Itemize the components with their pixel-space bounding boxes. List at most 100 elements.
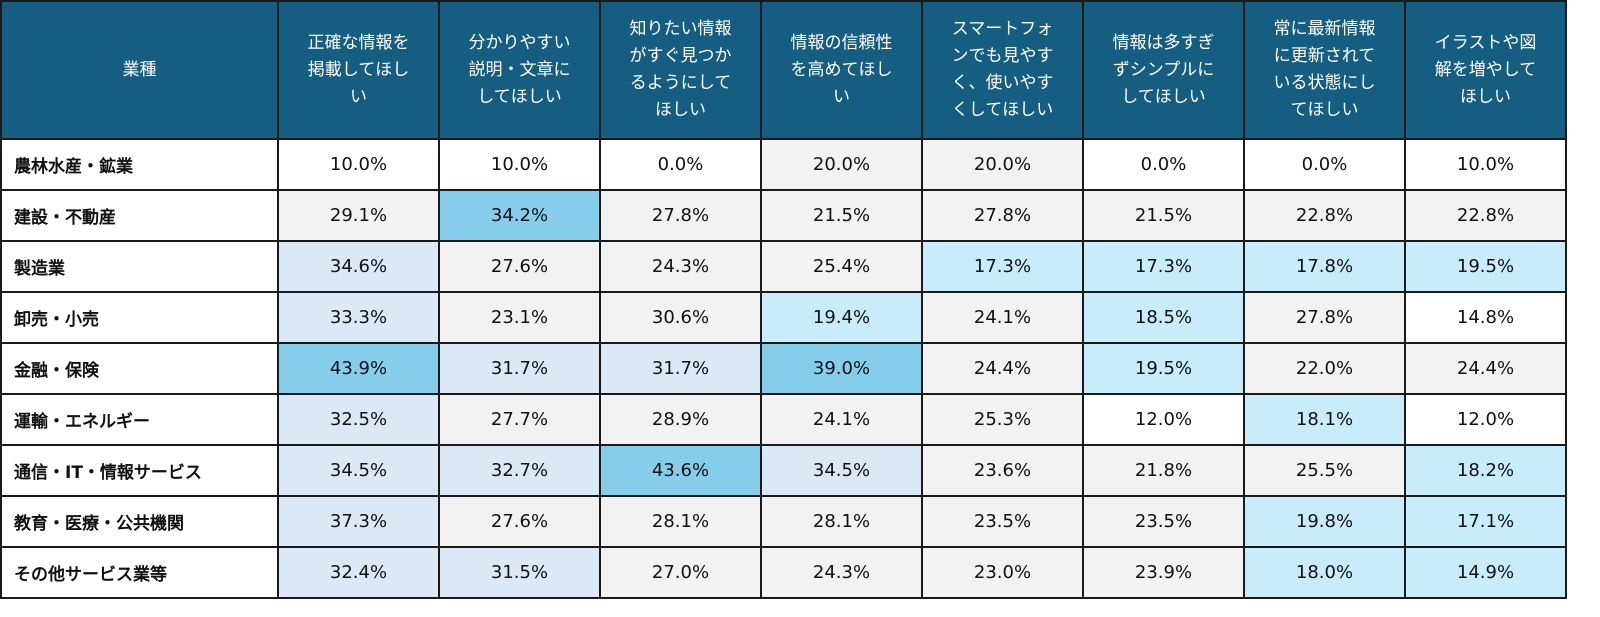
column-header: 正確な情報を 掲載してほしい [277,0,440,140]
table-row: その他サービス業等 32.4% 31.5% 27.0% 24.3% 23.0% 23.9% 1… [0,546,1567,599]
value-cell: 24.1% [760,393,923,446]
value-cell: 23.9% [1082,546,1245,599]
value-cell: 18.1% [1243,393,1406,446]
column-header-line: ずシンプルに [1112,59,1215,80]
value-cell: 32.5% [277,393,440,446]
column-header: 分かりやすい 説明・文章に してほしい [438,0,601,140]
value-cell: 23.6% [921,444,1084,497]
value-cell: 30.6% [599,291,762,344]
table-row: 農林水産・鉱業 10.0% 10.0% 0.0% 20.0% 20.0% 0.0% 0.0% 1… [0,138,1567,191]
value-cell: 27.0% [599,546,762,599]
value-cell: 32.4% [277,546,440,599]
value-cell: 43.9% [277,342,440,395]
column-header-line: 情報は多すぎ [1112,32,1215,53]
value-cell: 23.5% [921,495,1084,548]
value-cell: 27.8% [599,189,762,242]
value-cell: 21.5% [1082,189,1245,242]
value-cell: 37.3% [277,495,440,548]
column-header-line: 分かりやすい [468,32,571,53]
value-cell: 0.0% [1243,138,1406,191]
value-cell: 25.5% [1243,444,1406,497]
column-header-line: い [833,86,850,107]
column-header-line: ンでも見やす [951,46,1054,66]
column-header-line: くしてほしい [951,100,1054,120]
value-cell: 19.5% [1404,240,1567,293]
value-cell: 33.3% [277,291,440,344]
table-row: 金融・保険 43.9% 31.7% 31.7% 39.0% 24.4% 19.5% 22.0%… [0,342,1567,395]
value-cell: 22.8% [1243,189,1406,242]
column-header-line: 解を増やして [1434,59,1537,80]
table-row: 建設・不動産 29.1% 34.2% 27.8% 21.5% 27.8% 21.5% 22.8… [0,189,1567,242]
value-cell: 23.0% [921,546,1084,599]
industry-cell: 農林水産・鉱業 [0,138,279,191]
column-header-line: ほしい [1460,86,1511,107]
column-header-line: 説明・文章に [468,59,571,80]
table-row: 教育・医療・公共機関 37.3% 27.6% 28.1% 28.1% 23.5% 23.5%… [0,495,1567,548]
value-cell: 43.6% [599,444,762,497]
column-header: 情報の信頼性 を高めてほしい [760,0,923,140]
column-header-line: してほしい [477,86,562,107]
industry-cell: 金融・保険 [0,342,279,395]
value-cell: 28.9% [599,393,762,446]
value-cell: 31.7% [599,342,762,395]
header-industry: 業種 [0,0,279,140]
column-header: 常に最新情報 に更新されて いる状態にし てほしい [1243,0,1406,140]
column-header: 情報は多すぎ ずシンプルに してほしい [1082,0,1245,140]
column-header-line: いる状態にし [1273,73,1376,93]
value-cell: 27.6% [438,495,601,548]
value-cell: 27.8% [921,189,1084,242]
table-row: 運輸・エネルギー 32.5% 27.7% 28.9% 24.1% 25.3% 12.0% 18… [0,393,1567,446]
value-cell: 19.5% [1082,342,1245,395]
column-header: スマートフォ ンでも見やす く、使いやす くしてほしい [921,0,1084,140]
table-row: 製造業 34.6% 27.6% 24.3% 25.4% 17.3% 17.3% 17.8% 19… [0,240,1567,293]
column-header-line: イラストや図 [1434,32,1537,53]
value-cell: 14.8% [1404,291,1567,344]
value-cell: 22.8% [1404,189,1567,242]
value-cell: 24.3% [599,240,762,293]
value-cell: 24.4% [1404,342,1567,395]
industry-cell: 卸売・小売 [0,291,279,344]
value-cell: 18.0% [1243,546,1406,599]
column-header-line: がすぐ見つか [629,46,732,66]
value-cell: 0.0% [1082,138,1245,191]
value-cell: 24.1% [921,291,1084,344]
column-header-line: スマートフォ [951,19,1054,39]
table-row: 通信・IT・情報サービス 34.5% 32.7% 43.6% 34.5% 23.6% 21.… [0,444,1567,497]
value-cell: 17.3% [921,240,1084,293]
industry-cell: 製造業 [0,240,279,293]
value-cell: 34.5% [760,444,923,497]
column-header: イラストや図 解を増やして ほしい [1404,0,1567,140]
value-cell: 27.6% [438,240,601,293]
column-header-line: を高めてほし [790,59,893,80]
value-cell: 20.0% [921,138,1084,191]
value-cell: 24.4% [921,342,1084,395]
value-cell: 19.4% [760,291,923,344]
value-cell: 31.7% [438,342,601,395]
value-cell: 12.0% [1404,393,1567,446]
value-cell: 10.0% [277,138,440,191]
column-header-line: ほしい [655,100,706,120]
industry-cell: 建設・不動産 [0,189,279,242]
column-header-line: 掲載してほし [307,59,410,80]
value-cell: 10.0% [1404,138,1567,191]
column-header-line: るようにして [629,73,732,93]
industry-cell: 通信・IT・情報サービス [0,444,279,497]
column-header-line: してほしい [1121,86,1206,107]
value-cell: 18.2% [1404,444,1567,497]
value-cell: 19.8% [1243,495,1406,548]
value-cell: 25.3% [921,393,1084,446]
value-cell: 17.8% [1243,240,1406,293]
value-cell: 10.0% [438,138,601,191]
value-cell: 23.1% [438,291,601,344]
column-header-line: 情報の信頼性 [790,32,893,53]
value-cell: 34.5% [277,444,440,497]
column-header-line: 正確な情報を [307,32,410,53]
column-header-line: く、使いやす [951,73,1054,93]
industry-table: 業種 正確な情報を 掲載してほしい分かりやすい 説明・文章に してほしい 知りたい情報が… [0,0,1567,599]
value-cell: 27.7% [438,393,601,446]
value-cell: 24.3% [760,546,923,599]
value-cell: 29.1% [277,189,440,242]
industry-cell: その他サービス業等 [0,546,279,599]
value-cell: 25.4% [760,240,923,293]
value-cell: 17.1% [1404,495,1567,548]
